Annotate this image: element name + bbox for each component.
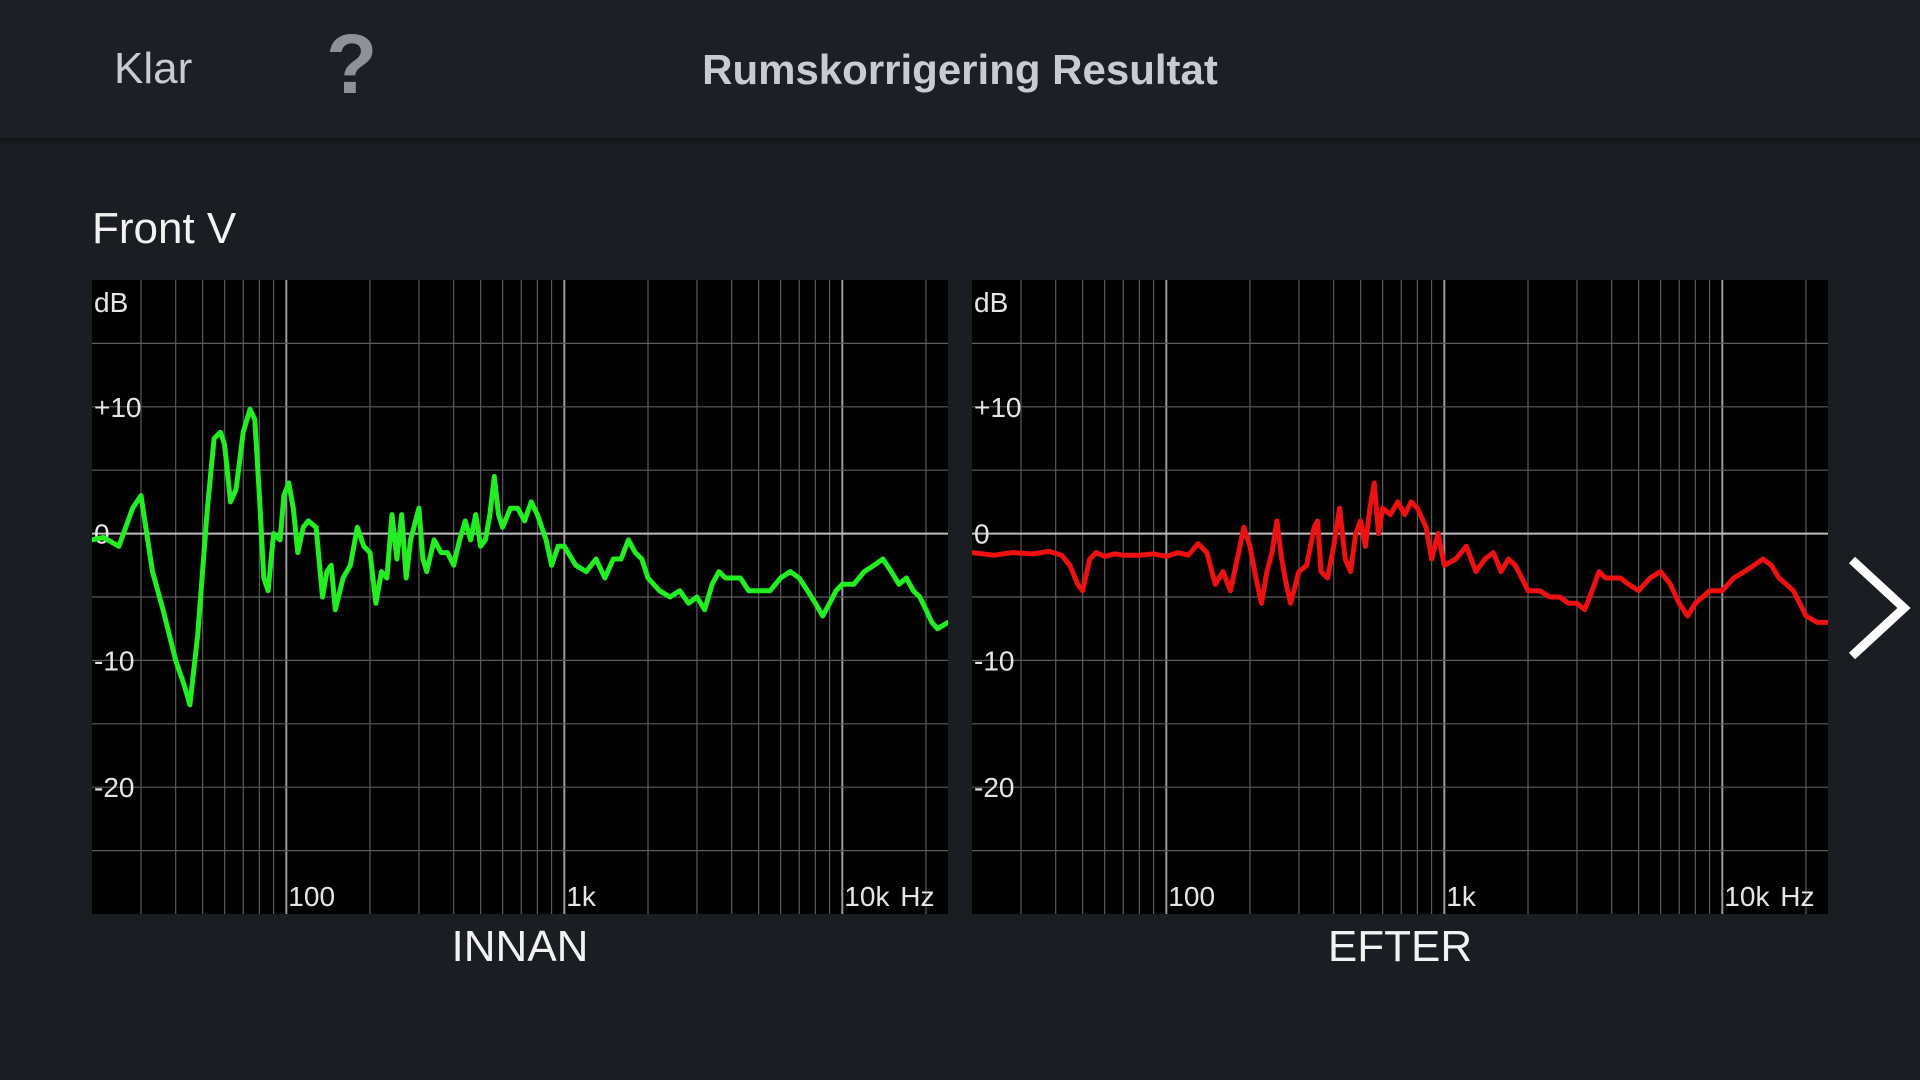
y-tick-label: 0 <box>94 519 110 550</box>
y-tick-label: +10 <box>974 392 1022 423</box>
y-tick-label: -10 <box>974 645 1014 676</box>
help-icon[interactable]: ? <box>326 17 378 111</box>
before-caption: INNAN <box>451 922 589 971</box>
before-chart: +10 0 -10 -20 dB 100 1k 10k Hz <box>92 280 948 914</box>
y-unit-label: dB <box>974 287 1008 318</box>
y-grid <box>972 342 1828 852</box>
y-grid <box>92 342 948 852</box>
done-button[interactable]: Klar <box>114 44 193 93</box>
x-tick-label: 10k <box>844 881 890 912</box>
response-curve <box>92 406 948 708</box>
x-tick-label: 1k <box>566 881 597 912</box>
response-curve <box>972 480 1828 625</box>
y-tick-label: 0 <box>974 519 990 550</box>
y-tick-label: -20 <box>974 772 1014 803</box>
y-unit-label: dB <box>94 287 128 318</box>
chart-svg: +10 0 -10 -20 dB 100 1k 10k Hz <box>92 280 948 914</box>
page-title: Rumskorrigering Resultat <box>702 46 1218 93</box>
after-chart: +10 0 -10 -20 dB 100 1k 10k Hz <box>972 280 1828 914</box>
y-tick-label: -10 <box>94 645 134 676</box>
x-tick-label: 10k <box>1724 881 1770 912</box>
y-tick-label: +10 <box>94 392 142 423</box>
x-unit-label: Hz <box>1780 881 1814 912</box>
chevron-right-icon[interactable] <box>1836 548 1916 668</box>
after-caption: EFTER <box>1327 922 1473 971</box>
speaker-name: Front V <box>92 204 237 253</box>
x-tick-label: 100 <box>1168 881 1215 912</box>
y-tick-label: -20 <box>94 772 134 803</box>
x-unit-label: Hz <box>900 881 934 912</box>
top-bar: Klar ? Rumskorrigering Resultat <box>0 0 1920 138</box>
chart-svg: +10 0 -10 -20 dB 100 1k 10k Hz <box>972 280 1828 914</box>
x-tick-label: 1k <box>1446 881 1477 912</box>
x-tick-label: 100 <box>288 881 335 912</box>
